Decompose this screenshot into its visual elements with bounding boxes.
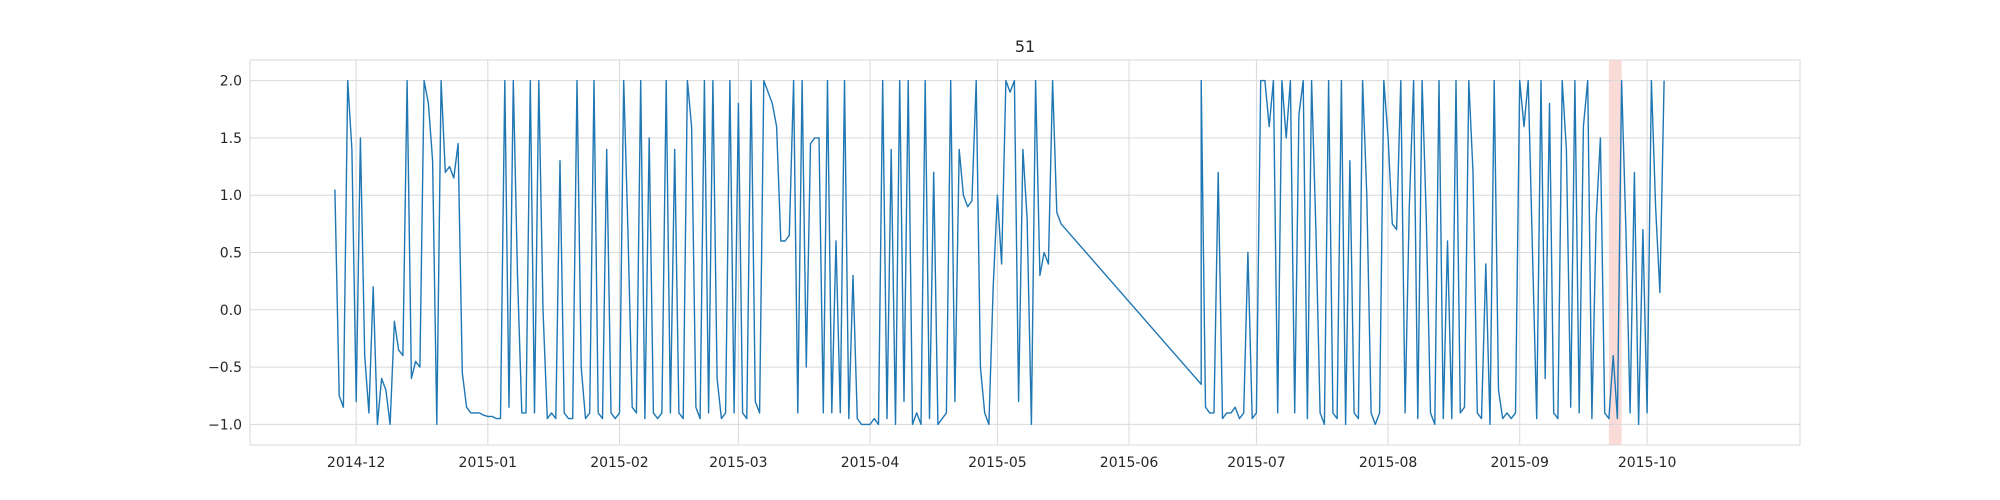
x-tick-label: 2015-07 [1227, 455, 1286, 471]
y-tick-label: 1.0 [220, 188, 242, 204]
plot-frame [249, 59, 1801, 446]
y-tick-label: 2.0 [220, 74, 242, 90]
y-tick-label: 0.5 [220, 246, 242, 262]
y-tick-label: −0.5 [208, 360, 242, 376]
x-tick-label: 2015-03 [709, 455, 768, 471]
x-tick-label: 2015-06 [1100, 455, 1159, 471]
x-tick-label: 2015-10 [1618, 455, 1677, 471]
series-line [334, 79, 1665, 426]
x-tick-label: 2015-05 [968, 455, 1027, 471]
x-tick-label: 2015-01 [459, 455, 518, 471]
x-tick-label: 2015-02 [590, 455, 649, 471]
x-tick-label: 2015-08 [1359, 455, 1418, 471]
x-tick-label: 2015-04 [841, 455, 900, 471]
y-tick-label: 1.5 [220, 131, 242, 147]
y-tick-label: 0.0 [220, 303, 242, 319]
chart-title: 51 [1015, 37, 1035, 56]
plot-area: −1.0 −0.5 0.0 0.5 1.0 1.5 2.0 2014-12 2015-01 201… [208, 59, 1801, 471]
y-tick-label: −1.0 [208, 417, 242, 433]
x-tick-label: 2015-09 [1490, 455, 1549, 471]
x-tick-label: 2014-12 [327, 455, 386, 471]
